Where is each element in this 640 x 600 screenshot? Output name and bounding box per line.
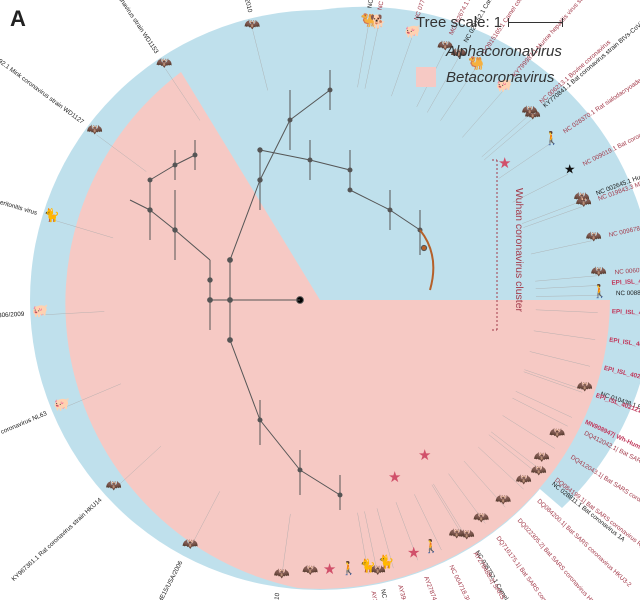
tree-scale-row: Tree scale: 1 bbox=[416, 14, 626, 31]
legend-item-alpha: Alphacoronavirus bbox=[416, 41, 626, 61]
bat-icon: 🦇 bbox=[576, 194, 592, 209]
bat-icon: 🦇 bbox=[585, 228, 601, 243]
bat-icon: 🦇 bbox=[591, 264, 607, 279]
panel-label: A bbox=[10, 6, 26, 32]
betacoronavirus-label: Betacoronavirus bbox=[446, 69, 554, 86]
tip-label: KY967361.1 Rat coronavirus strain HKU14 bbox=[11, 496, 104, 582]
alphacoronavirus-label: Alphacoronavirus bbox=[446, 43, 562, 60]
human-icon: 🚶 bbox=[423, 538, 439, 553]
star-red-icon: ★ bbox=[323, 561, 336, 578]
star-red-icon: ★ bbox=[564, 161, 576, 176]
bat-icon: 🦇 bbox=[156, 55, 172, 70]
dog-icon: 🐕 bbox=[370, 14, 386, 29]
tip-label: DQ022305.2| Bat SARS coronavirus HKU3-3 bbox=[516, 517, 605, 600]
bat-icon: 🦇 bbox=[531, 463, 547, 478]
bat-icon: 🦇 bbox=[182, 536, 198, 551]
bat-icon: 🦇 bbox=[274, 565, 290, 580]
pig-icon: 🐖 bbox=[32, 303, 48, 318]
cat-icon: 🐈 bbox=[359, 558, 375, 573]
pig-icon: 🐖 bbox=[54, 397, 70, 412]
tip-label: NC 028811.1 Bat coronavirus 1A bbox=[550, 481, 627, 544]
legend-panel: Tree scale: 1 Alphacoronavirus Betacoron… bbox=[416, 14, 626, 93]
betacoronavirus-swatch bbox=[416, 67, 436, 87]
bat-icon: 🦇 bbox=[495, 492, 511, 507]
wuhan-highlight-node bbox=[421, 245, 426, 250]
star-icon-2: ★ bbox=[418, 447, 431, 464]
bat-icon: 🦇 bbox=[87, 122, 103, 137]
bat-icon: 🦇 bbox=[449, 525, 465, 540]
wuhan-cluster-label: Wuhan coronavirus cluster bbox=[513, 188, 525, 313]
bat-icon: 🦇 bbox=[549, 425, 565, 440]
human-icon: 🚶 bbox=[592, 283, 608, 298]
legend-item-beta: Betacoronavirus bbox=[416, 67, 626, 87]
bat-icon: 🦇 bbox=[577, 378, 593, 393]
bat-icon: 🦇 bbox=[516, 471, 532, 486]
bat-icon: 🦇 bbox=[522, 102, 538, 117]
bat-icon: 🦇 bbox=[473, 510, 489, 525]
star-icon-3: ★ bbox=[388, 469, 401, 486]
human-icon: 🚶 bbox=[543, 131, 559, 146]
star-red-icon: ★ bbox=[407, 544, 420, 561]
tip-label: NC 002645.1 Human coronavirus 229E isola… bbox=[366, 0, 412, 9]
tree-scale-bar bbox=[508, 22, 563, 23]
bat-icon: 🦇 bbox=[244, 16, 260, 31]
tree-scale-label: Tree scale: 1 bbox=[416, 14, 502, 31]
cat-icon: 🐈 bbox=[378, 554, 394, 569]
bat-icon: 🦇 bbox=[106, 477, 122, 492]
tip-label: NC 008801.3 Human coronavirus NL63 bbox=[616, 288, 640, 297]
bat-icon: 🦇 bbox=[534, 449, 550, 464]
human-icon: 🚶 bbox=[341, 560, 357, 575]
star-icon-1: ★ bbox=[498, 155, 511, 172]
cat-icon: 🐈 bbox=[44, 208, 60, 223]
alphacoronavirus-swatch bbox=[416, 41, 436, 61]
bat-icon: 🦇 bbox=[302, 562, 318, 577]
